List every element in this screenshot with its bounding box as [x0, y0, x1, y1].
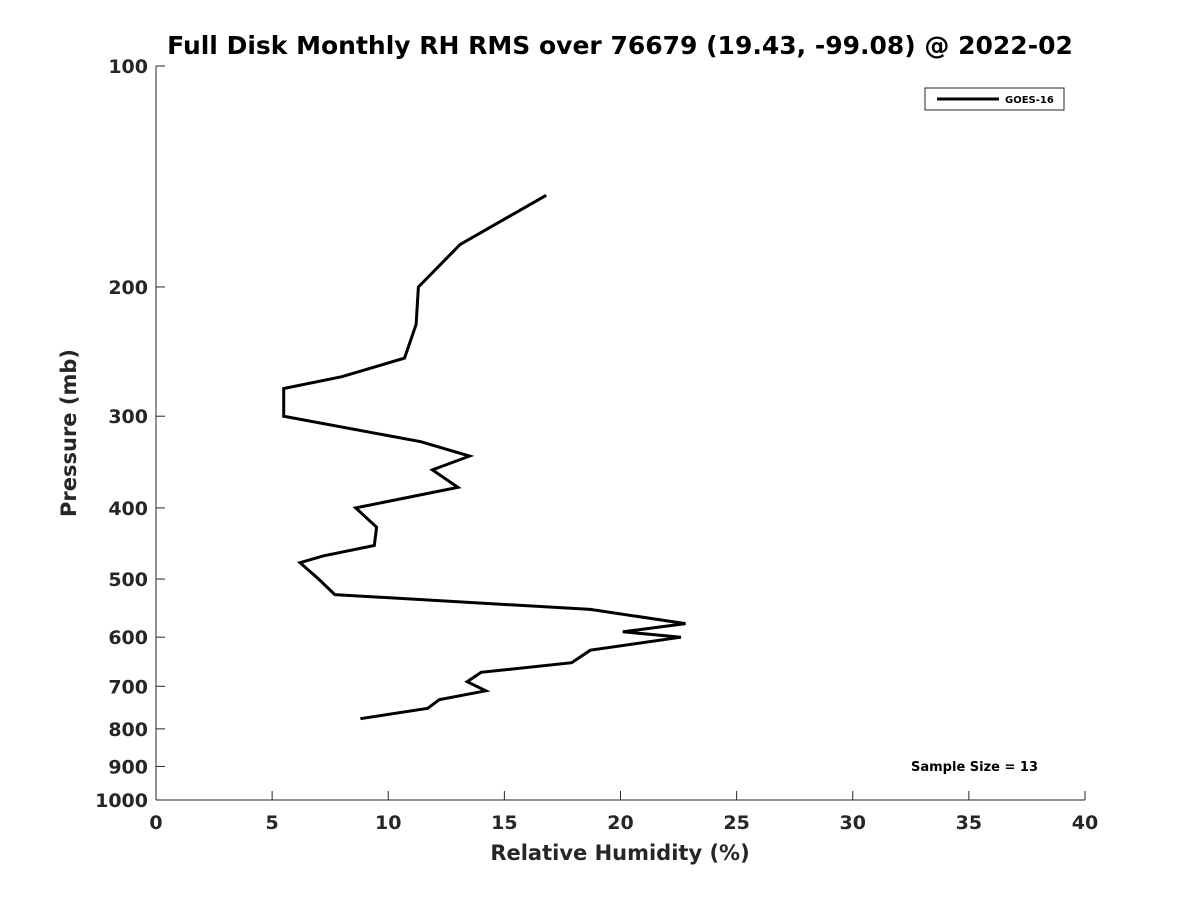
x-tick-label: 15 — [491, 812, 517, 834]
y-tick-label: 300 — [108, 406, 148, 428]
chart-title: Full Disk Monthly RH RMS over 76679 (19.… — [167, 31, 1073, 60]
y-tick-label: 700 — [108, 676, 148, 698]
x-tick-label: 25 — [723, 812, 749, 834]
series-layer — [282, 193, 686, 721]
x-axis-ticks: 0 5 10 15 20 25 30 35 40 — [149, 791, 1098, 834]
y-tick-label: 900 — [108, 756, 148, 778]
sample-size-annotation: Sample Size = 13 — [911, 760, 1038, 775]
y-tick-label: 500 — [108, 569, 148, 591]
x-tick-label: 30 — [840, 812, 866, 834]
x-tick-label: 0 — [149, 812, 162, 834]
plot-background — [156, 66, 1085, 800]
x-axis-label: Relative Humidity (%) — [490, 841, 749, 865]
legend-entry-goes-16: GOES-16 — [1005, 95, 1054, 106]
x-tick-label: 40 — [1072, 812, 1098, 834]
y-tick-label: 1000 — [95, 790, 148, 812]
x-tick-label: 10 — [375, 812, 401, 834]
legend: GOES-16 — [924, 87, 1065, 111]
series-line-goes-16 — [282, 193, 686, 721]
y-tick-label: 400 — [108, 498, 148, 520]
plot-area: 0 5 10 15 20 25 30 35 40 100 200 300 400 500 600 700 80… — [95, 56, 1098, 834]
y-tick-label: 600 — [108, 627, 148, 649]
y-axis-ticks: 100 200 300 400 500 600 700 800 900 1000 — [95, 56, 165, 812]
x-tick-label: 5 — [266, 812, 279, 834]
x-tick-label: 35 — [956, 812, 982, 834]
y-axis-label: Pressure (mb) — [57, 349, 81, 517]
y-tick-label: 100 — [108, 56, 148, 78]
x-tick-label: 20 — [607, 812, 633, 834]
y-tick-label: 800 — [108, 719, 148, 741]
y-tick-label: 200 — [108, 277, 148, 299]
